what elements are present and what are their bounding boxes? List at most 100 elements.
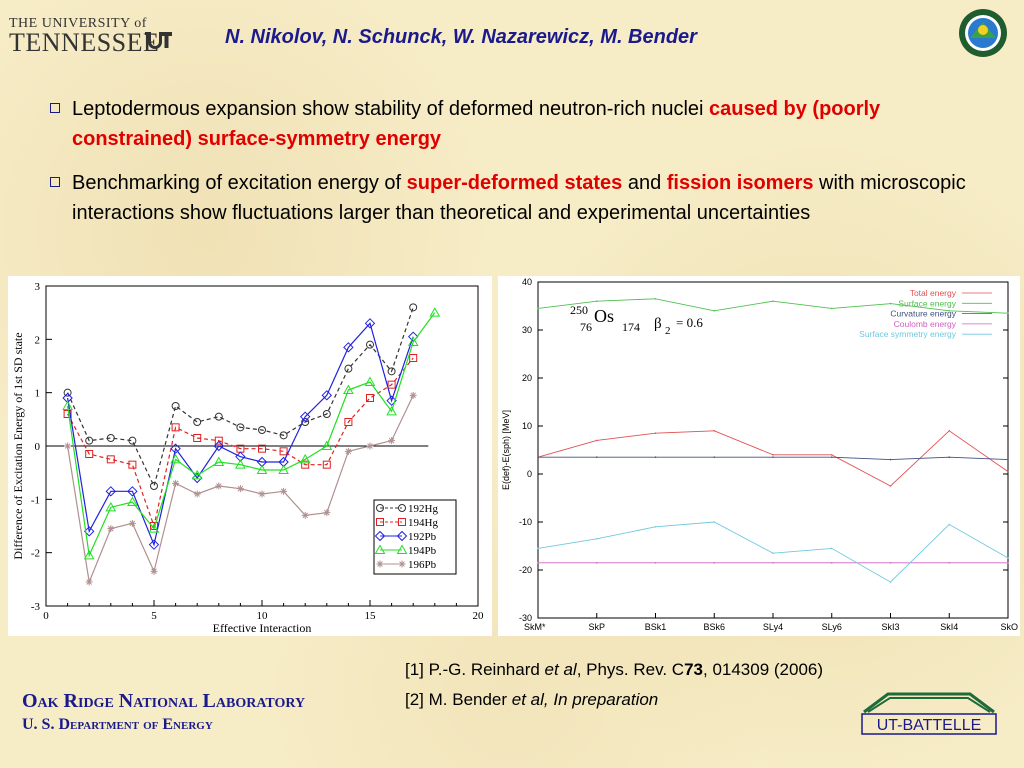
chart2-point [830, 307, 833, 310]
chart2-series-Coulomb energy: Coulomb energy [537, 319, 1009, 564]
chart2-point [772, 454, 774, 456]
battelle-logo-icon: UT-BATTELLE [861, 692, 997, 735]
chart2-point [948, 310, 951, 312]
figure-deformation-energy: -30 -20 -10 0 10 20 30 40 SkM* SkP BSk1 BSk6 SLy4 SLy… [498, 276, 1020, 636]
chart2-point [595, 562, 598, 564]
chart2-point [1007, 312, 1009, 314]
chart1-legend-marker [398, 518, 406, 526]
chart2-point [948, 456, 951, 458]
chart1-series-192Pb: 192Pb [62, 318, 437, 550]
chart1-point [150, 567, 158, 575]
ornl-name: Oak Ridge National Laboratory [22, 690, 306, 712]
chart1-point [150, 482, 158, 490]
chart1-point [128, 460, 137, 469]
chart1-legend-marker [398, 560, 406, 568]
chart2-point [948, 523, 951, 526]
chart1-point [62, 400, 73, 410]
chart2-point [713, 456, 716, 458]
chart2-legend-label: Total energy [910, 288, 957, 298]
ref2-etal: et al, In preparation [511, 690, 659, 709]
chart1-point [301, 460, 310, 469]
chart1-point [409, 303, 418, 312]
chart1-legend-marker [376, 560, 384, 568]
chart1-point [366, 442, 374, 450]
bullet-item-1: Leptodermous expansion show stability of… [50, 94, 980, 154]
chart1-point [364, 318, 376, 329]
chart1-point [85, 578, 93, 586]
chart1-legend-label: 192Pb [408, 531, 437, 543]
chart2-point [537, 307, 539, 310]
chart2-point [654, 298, 657, 300]
chart2-point [889, 458, 892, 461]
chart2-ytick-label: -30 [519, 613, 532, 623]
chart2-series-Curvature energy: Curvature energy [537, 309, 1009, 461]
chart1-point [193, 418, 202, 426]
ref1-volume: 73 [684, 660, 703, 679]
chart1-ylabel: Difference of Excitation Energy of 1st S… [11, 332, 25, 559]
chart1-point [388, 437, 396, 445]
chart2-point [654, 456, 657, 458]
chart2-point [772, 300, 774, 302]
bullet-2-highlight-1: super-deformed states [406, 172, 623, 194]
chart1-point [106, 455, 115, 464]
chart1-point [322, 460, 331, 469]
reference-2: [2] M. Bender et al, In preparation [405, 685, 823, 715]
chart1-ytick-label: 2 [35, 334, 41, 346]
chart1-series-192Hg: 192Hg [63, 303, 438, 515]
chart1-point [83, 549, 95, 560]
chart1-legend-label: 194Hg [408, 517, 438, 529]
chart1-point [171, 402, 180, 410]
chart2-point [772, 552, 774, 554]
bullet-1-highlight: caused by (poorly constrained) surface-s… [72, 98, 881, 150]
chart1-point [170, 453, 181, 464]
doe-seal-icon [959, 9, 1007, 57]
bullet-item-2: Benchmarking of excitation energy of sup… [50, 168, 980, 228]
chart1-xtick-label: 15 [365, 610, 377, 622]
authors-title: N. Nikolov, N. Schunck, W. Nazarewicz, M… [225, 26, 697, 48]
chart1-point [364, 376, 376, 386]
chart2-annotation-beta: β [654, 316, 662, 332]
chart2-ytick-label: 20 [522, 373, 532, 383]
reference-1: [1] P.-G. Reinhard et al, Phys. Rev. C73… [405, 655, 823, 685]
ref1-author: [1] P.-G. Reinhard [405, 660, 545, 679]
chart1-point [407, 336, 419, 346]
chart2-xtick-label: BSk1 [645, 622, 667, 632]
chart1-point [344, 418, 353, 426]
chart2-point [830, 454, 833, 456]
chart1-point [344, 447, 352, 455]
chart2-ytick-label: -10 [519, 517, 532, 527]
chart1-ytick-label: -1 [31, 494, 40, 506]
chart1-point [127, 486, 138, 497]
chart1-series-194Hg: 194Hg [63, 354, 438, 530]
ref2-author: [2] M. Bender [405, 690, 512, 709]
bullet-list: Leptodermous expansion show stability of… [50, 94, 980, 242]
university-name-line2: TENNESSEE [9, 28, 160, 57]
chart1-legend-marker [398, 504, 406, 512]
chart1-ytick-label: 1 [35, 388, 41, 400]
chart2-ytick-label: 10 [522, 421, 532, 431]
chart2-point [889, 581, 892, 583]
chart2-point [654, 526, 657, 528]
chart1-point [191, 469, 203, 480]
chart1-point [172, 479, 180, 487]
ut-logo-icon [145, 32, 172, 49]
chart1-point [106, 434, 115, 442]
chart1-point [107, 525, 115, 533]
ref1-pages: , 014309 (2006) [703, 660, 824, 679]
chart1-legend-marker [396, 544, 408, 554]
chart2-series-line [537, 430, 1009, 487]
chart1-point [409, 354, 418, 362]
chart1-point [321, 440, 333, 450]
bullet-square-icon [50, 103, 60, 113]
chart2-xtick-label: SkM* [524, 622, 546, 632]
chart1-point [258, 426, 266, 434]
chart2-ytick-label: 30 [522, 325, 532, 335]
chart1-point [214, 436, 223, 445]
chart1-point [235, 459, 246, 469]
chart2-point [948, 562, 951, 564]
chart2-annotation-neutron: 174 [622, 320, 640, 334]
chart1-point [105, 486, 117, 497]
chart1-legend-marker [374, 544, 386, 554]
chart-sd-excitation: 0 5 10 15 20 -3 -2 -1 0 1 2 3 Effective Interaction D… [11, 281, 484, 635]
chart1-xtick-label: 10 [257, 610, 269, 622]
